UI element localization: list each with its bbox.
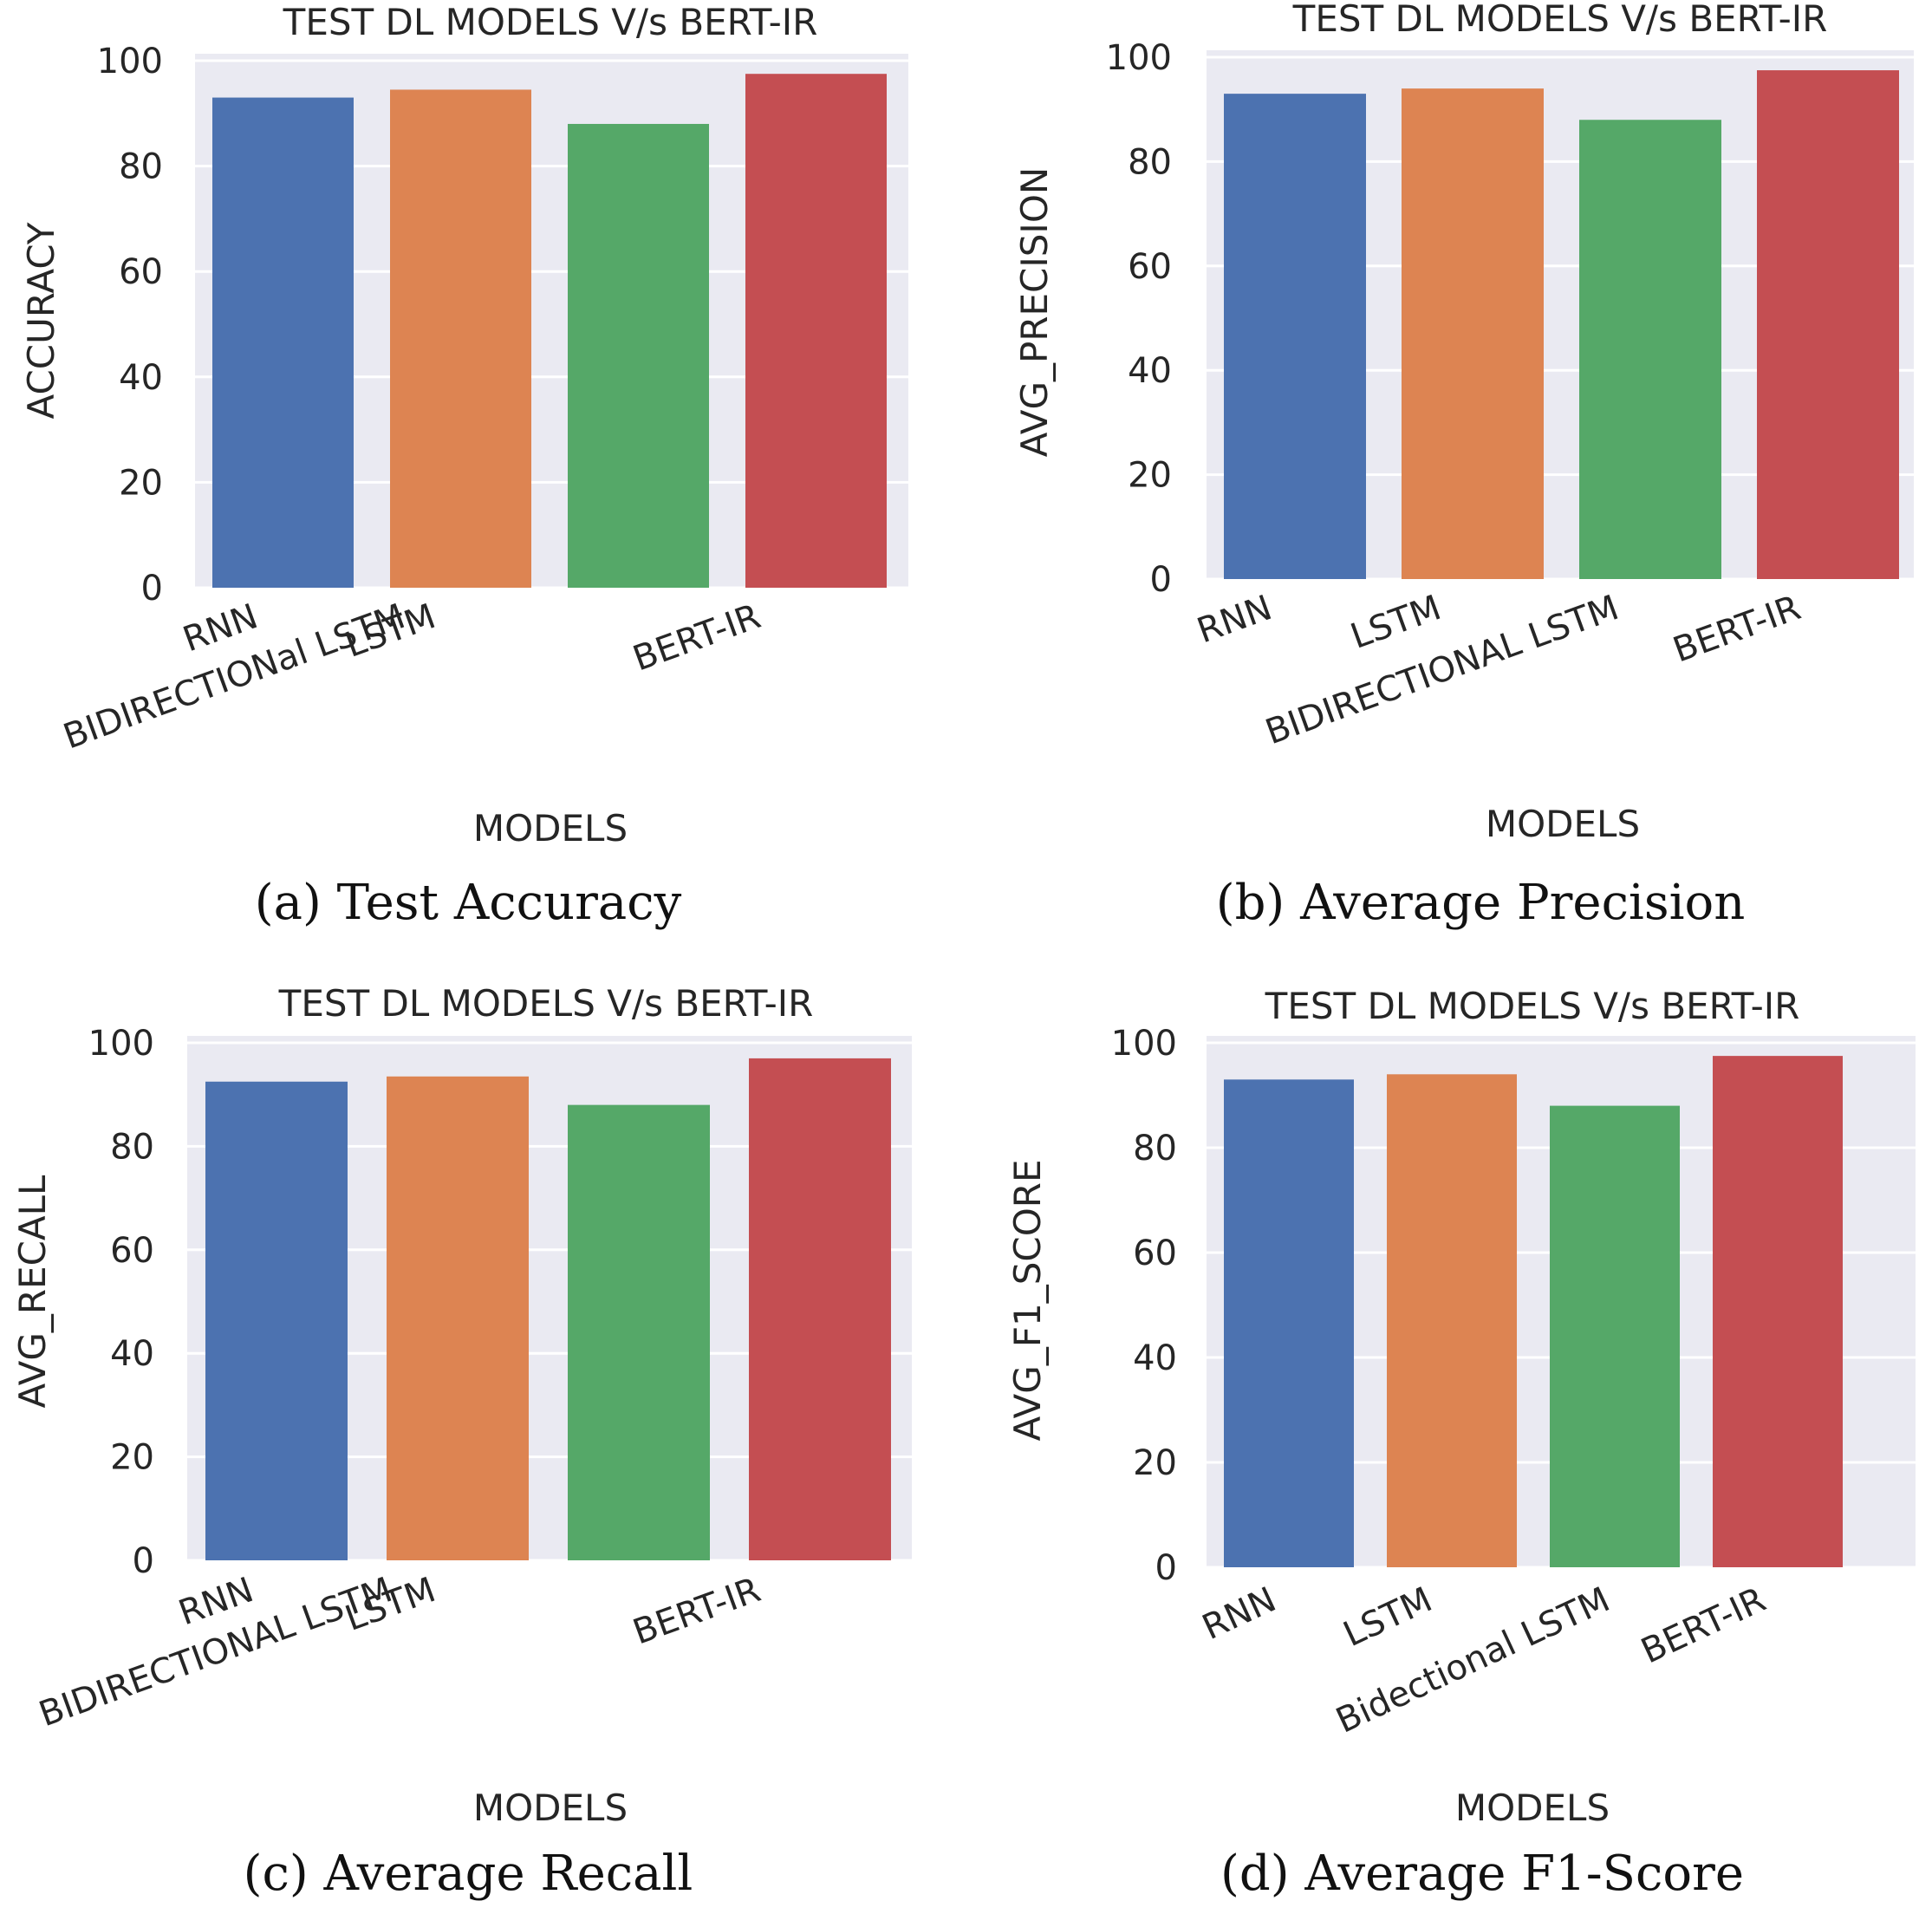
bar xyxy=(1757,70,1899,580)
y-axis-label: ACCURACY xyxy=(20,222,62,419)
y-tick-label: 100 xyxy=(97,42,163,81)
y-tick-label: 0 xyxy=(141,569,163,609)
x-tick-label: BERT-IR xyxy=(628,596,765,679)
y-tick-label: 100 xyxy=(1106,38,1172,78)
y-tick-label: 80 xyxy=(110,1127,154,1167)
y-tick-label: 80 xyxy=(119,147,163,187)
chart-title: TEST DL MODELS V/s BERT-IR xyxy=(283,1,818,43)
figure-caption: (d) Average F1-Score xyxy=(1220,1846,1744,1902)
bar xyxy=(1224,94,1366,579)
y-tick-label: 0 xyxy=(1155,1548,1177,1588)
y-tick-label: 20 xyxy=(119,463,163,503)
y-tick-label: 100 xyxy=(88,1024,154,1064)
y-axis-label: AVG_F1_SCORE xyxy=(1006,1160,1049,1442)
y-tick-label: 40 xyxy=(119,358,163,398)
bar xyxy=(1550,1105,1680,1567)
y-tick-label: 40 xyxy=(110,1334,154,1374)
y-tick-label: 60 xyxy=(1133,1234,1177,1273)
y-tick-label: 60 xyxy=(1128,247,1172,287)
x-tick-label: LSTM xyxy=(1337,1579,1438,1655)
chart-title: TEST DL MODELS V/s BERT-IR xyxy=(1292,0,1828,40)
x-axis-label: MODELS xyxy=(1486,803,1640,845)
figure-caption: (c) Average Recall xyxy=(244,1846,693,1902)
x-tick-label: RNN xyxy=(1192,588,1277,651)
bar xyxy=(1402,88,1544,580)
figure-caption: (b) Average Precision xyxy=(1216,875,1746,931)
y-tick-label: 0 xyxy=(1150,560,1172,600)
y-tick-label: 40 xyxy=(1133,1338,1177,1378)
y-tick-label: 40 xyxy=(1128,351,1172,391)
y-tick-label: 80 xyxy=(1128,142,1172,182)
y-tick-label: 60 xyxy=(119,252,163,292)
chart-title: TEST DL MODELS V/s BERT-IR xyxy=(278,982,814,1025)
y-tick-label: 20 xyxy=(110,1438,154,1478)
y-axis-label: AVG_RECALL xyxy=(11,1175,54,1408)
chart-title: TEST DL MODELS V/s BERT-IR xyxy=(1265,985,1800,1027)
y-tick-label: 60 xyxy=(110,1231,154,1271)
x-axis-label: MODELS xyxy=(473,1787,628,1829)
x-tick-label: RNN xyxy=(1196,1579,1282,1648)
y-tick-label: 20 xyxy=(1128,456,1172,496)
y-tick-label: 20 xyxy=(1133,1443,1177,1483)
y-axis-label: AVG_PRECISION xyxy=(1013,167,1056,458)
bar xyxy=(390,89,531,588)
y-tick-label: 0 xyxy=(133,1541,154,1581)
bar xyxy=(387,1076,529,1560)
y-tick-label: 100 xyxy=(1111,1024,1177,1064)
x-tick-label: LSTM xyxy=(1345,588,1446,657)
bar xyxy=(1387,1074,1517,1567)
figure-caption: (a) Test Accuracy xyxy=(255,875,682,931)
bar xyxy=(205,1081,348,1560)
x-tick-label: BERT-IR xyxy=(1668,588,1805,670)
y-tick-label: 80 xyxy=(1133,1129,1177,1169)
bar xyxy=(745,74,887,588)
x-tick-label: BERT-IR xyxy=(1636,1579,1773,1671)
x-axis-label: MODELS xyxy=(1455,1787,1610,1829)
bar xyxy=(749,1058,891,1560)
bar xyxy=(212,97,354,588)
x-axis-label: MODELS xyxy=(473,807,628,850)
bar xyxy=(568,123,709,588)
bar xyxy=(1224,1079,1354,1567)
bar xyxy=(1713,1056,1843,1567)
bar xyxy=(568,1104,710,1560)
x-tick-label: BERT-IR xyxy=(628,1570,765,1652)
bar xyxy=(1579,120,1721,580)
x-tick-label: BIDIRECTIONAL LSTM xyxy=(1260,588,1623,752)
